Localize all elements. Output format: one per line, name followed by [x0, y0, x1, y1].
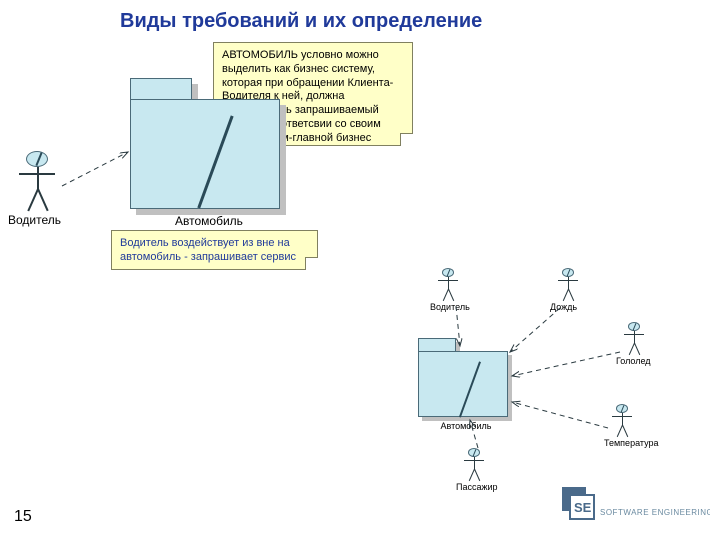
package-slash-icon — [197, 116, 233, 209]
actor-passenger-label: Пассажир — [456, 482, 498, 492]
package-automobile-small-label: Автомобиль — [441, 421, 492, 431]
dependency-arrow — [512, 352, 620, 376]
actor-arms-icon — [19, 173, 55, 175]
actor-arms-icon — [558, 280, 578, 281]
actor-leg-icon — [27, 189, 38, 212]
page-number: 15 — [14, 508, 32, 526]
actor-leg-icon — [568, 289, 574, 301]
note-text: Водитель воздействует из вне на автомоби… — [120, 237, 296, 263]
actor-driver-label: Водитель — [8, 213, 61, 227]
dependency-arrow — [510, 308, 560, 352]
actor-ice-label: Гололед — [616, 356, 651, 366]
package-tab-icon — [418, 338, 456, 352]
dependency-arrow — [512, 402, 608, 428]
actor-passenger — [460, 448, 488, 487]
actor-rain-label: Дождь — [550, 302, 577, 312]
note-driver-action: Водитель воздействует из вне на автомоби… — [111, 230, 318, 270]
actor-temperature-label: Температура — [604, 438, 659, 448]
package-slash-icon — [459, 361, 481, 417]
note-fold-icon — [305, 257, 318, 270]
logo-icon: SE SOFTWARE ENGINEERING — [560, 485, 710, 529]
actor-arms-icon — [612, 416, 632, 417]
actor-driver-small — [434, 268, 462, 307]
actor-leg-icon — [448, 289, 454, 301]
note-fold-icon — [400, 133, 413, 146]
actor-arms-icon — [438, 280, 458, 281]
actor-temperature — [608, 404, 636, 443]
actor-leg-icon — [634, 343, 640, 355]
svg-text:SOFTWARE ENGINEERING: SOFTWARE ENGINEERING — [600, 508, 710, 517]
logo-software-engineering: SE SOFTWARE ENGINEERING — [560, 485, 710, 534]
dependency-arrow — [62, 152, 128, 186]
package-body-icon — [130, 99, 280, 209]
actor-arms-icon — [624, 334, 644, 335]
page-title: Виды требований и их определение — [120, 10, 482, 33]
package-body-icon — [418, 351, 508, 417]
actor-driver — [12, 151, 62, 221]
package-tab-icon — [130, 78, 192, 100]
actor-leg-icon — [37, 189, 48, 212]
svg-text:SE: SE — [574, 500, 592, 515]
actor-driver-small-label: Водитель — [430, 302, 470, 312]
package-automobile-large-label: Автомобиль — [175, 214, 243, 228]
actor-arms-icon — [464, 460, 484, 461]
actor-ice — [620, 322, 648, 361]
actor-rain — [554, 268, 582, 307]
actor-leg-icon — [622, 425, 628, 437]
actor-leg-icon — [474, 469, 480, 481]
